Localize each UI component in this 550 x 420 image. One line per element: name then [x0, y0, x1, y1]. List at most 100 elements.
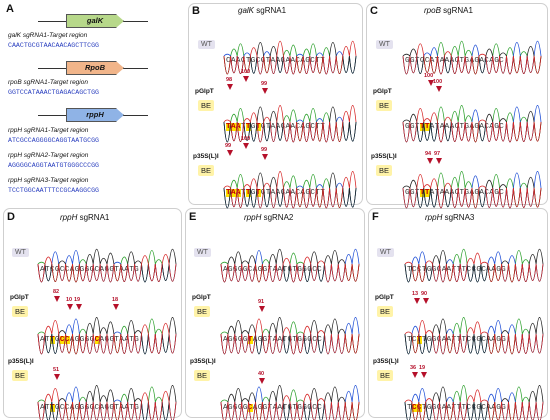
panel-d-marker-value: 51 — [53, 367, 60, 373]
panel-c-marker-value: 100 — [424, 73, 434, 79]
panel-f-marker — [412, 372, 418, 378]
panel-e-wt-chromatogram — [220, 248, 360, 283]
panel-c-marker — [427, 158, 433, 164]
target-seq-1: CAACTGCGTAACAACAGCTTCGG — [8, 42, 100, 49]
panel-f-be2-chromatogram — [404, 385, 544, 420]
panel-b-marker — [243, 76, 249, 82]
panel-d — [3, 208, 182, 418]
panel-c-pglpt-tag: pGlpT — [373, 88, 392, 95]
panel-c — [366, 3, 548, 205]
panel-c-be1-tag: BE — [376, 100, 393, 111]
panel-b-marker — [262, 88, 268, 94]
panel-label-e: E — [189, 211, 197, 223]
panel-b-be1-chromatogram — [223, 105, 357, 143]
panel-b-p35s-tag: p35S(L)I — [193, 153, 219, 160]
panel-d-title: rppH sgRNA1 — [60, 213, 110, 222]
panel-f — [368, 208, 548, 418]
panel-e-wt-seq: AGGGGCAGGTAATGTGGGCC — [223, 266, 323, 274]
trace-t — [37, 319, 177, 355]
panel-f-wt-chromatogram — [404, 248, 544, 283]
panel-c-wt-tag: WT — [376, 40, 393, 49]
panel-b-marker — [243, 143, 249, 149]
panel-d-wt-seq: ATCGCCAGGGGCAGGTAATG — [40, 266, 140, 274]
rpph-gene-arrow: rppH — [66, 108, 124, 122]
panel-e-marker-value: 40 — [258, 371, 265, 377]
panel-b-wt-chromatogram — [223, 40, 357, 75]
panel-b-marker — [262, 154, 268, 160]
panel-d-be1-seq: ATTGCCAGGGGCAGGTAATG — [40, 336, 140, 344]
panel-d-marker — [54, 374, 60, 380]
target-label-5: rppH sgRNA3-Target region — [8, 177, 89, 184]
panel-label-d: D — [7, 211, 15, 223]
panel-f-be1-chromatogram — [404, 317, 544, 355]
panel-label-b: B — [192, 5, 200, 17]
panel-e-be1-tag: BE — [194, 306, 211, 317]
panel-f-be2-seq: TCCTGGCAATTTCCGCAAGG — [407, 404, 507, 412]
panel-b-marker-value: 99 — [225, 143, 232, 149]
trace-t — [402, 43, 542, 75]
trace-t — [37, 387, 177, 420]
trace-t — [37, 253, 177, 283]
panel-e-wt-tag: WT — [194, 248, 211, 257]
panel-d-marker — [113, 304, 119, 310]
panel-e-be1-chromatogram — [220, 317, 360, 355]
panel-d-marker-value: 18 — [112, 297, 119, 303]
panel-d-wt-chromatogram — [37, 248, 177, 283]
panel-d-be2-chromatogram — [37, 385, 177, 420]
panel-b-marker — [227, 150, 233, 156]
panel-c-be2-tag: BE — [376, 165, 393, 176]
target-seq-4: AGGGGCAGGTAATGTGGGCCCGG — [8, 162, 100, 169]
trace-t — [220, 393, 360, 420]
panel-f-marker-value: 19 — [419, 365, 426, 371]
panel-b-marker-value: 100 — [241, 136, 251, 142]
panel-c-marker — [436, 86, 442, 92]
trace-t — [220, 318, 360, 355]
trace-t — [404, 389, 544, 420]
target-seq-3: ATCGCCAGGGGCAGGTAATGCGG — [8, 137, 100, 144]
panel-d-be1-tag: BE — [12, 306, 29, 317]
panel-f-marker — [414, 298, 420, 304]
panel-b-marker-value: 98 — [226, 77, 233, 83]
panel-f-title: rppH sgRNA3 — [425, 213, 475, 222]
panel-f-be1-tag: BE — [377, 306, 394, 317]
panel-b-marker — [227, 84, 233, 90]
panel-e-marker — [259, 306, 265, 312]
panel-b-be2-chromatogram — [223, 171, 357, 209]
panel-c-be2-seq: GGTTTATAAACTGAGACAGC — [405, 189, 505, 197]
panel-d-wt-tag: WT — [12, 248, 29, 257]
trace-t — [223, 171, 357, 209]
panel-f-be2-tag: BE — [377, 370, 394, 381]
panel-e-marker-value: 91 — [258, 299, 265, 305]
galk-gene-arrow: galK — [66, 14, 124, 28]
panel-c-marker — [436, 158, 442, 164]
rpob-gene-arrow: RpoB — [66, 61, 124, 75]
panel-d-marker — [76, 304, 82, 310]
panel-e-be1-seq: AGGGGTAGGTAATGTGGGCC — [223, 336, 323, 344]
panel-c-wt-seq: GGTCCATAAACTGAGACAGC — [405, 57, 505, 65]
panel-d-marker — [67, 304, 73, 310]
panel-b-wt-seq: CAACTGCGTAACAACAGCTT — [226, 57, 326, 65]
panel-f-marker-value: 13 — [412, 291, 419, 297]
target-label-3: rppH sgRNA1-Target region — [8, 127, 89, 134]
panel-b-marker-value: 100 — [241, 69, 251, 75]
panel-f-marker-value: 36 — [410, 365, 417, 371]
target-label-4: rppH sgRNA2-Target region — [8, 152, 89, 159]
trace-t — [223, 40, 357, 75]
panel-d-marker — [54, 296, 60, 302]
trace-t — [223, 105, 357, 143]
panel-d-marker-value: 82 — [53, 289, 60, 295]
panel-label-c: C — [370, 5, 378, 17]
panel-e — [185, 208, 365, 418]
panel-c-marker — [428, 80, 434, 86]
panel-c-be1-chromatogram — [402, 105, 542, 143]
trace-t — [404, 319, 544, 355]
panel-c-marker-value: 97 — [434, 151, 441, 157]
panel-b-wt-tag: WT — [198, 40, 215, 49]
trace-t — [404, 252, 544, 283]
panel-b-be1-tag: BE — [198, 100, 215, 111]
panel-f-wt-tag: WT — [377, 248, 394, 257]
panel-e-title: rppH sgRNA2 — [244, 213, 294, 222]
trace-t — [220, 256, 360, 283]
panel-f-marker-value: 90 — [421, 291, 428, 297]
